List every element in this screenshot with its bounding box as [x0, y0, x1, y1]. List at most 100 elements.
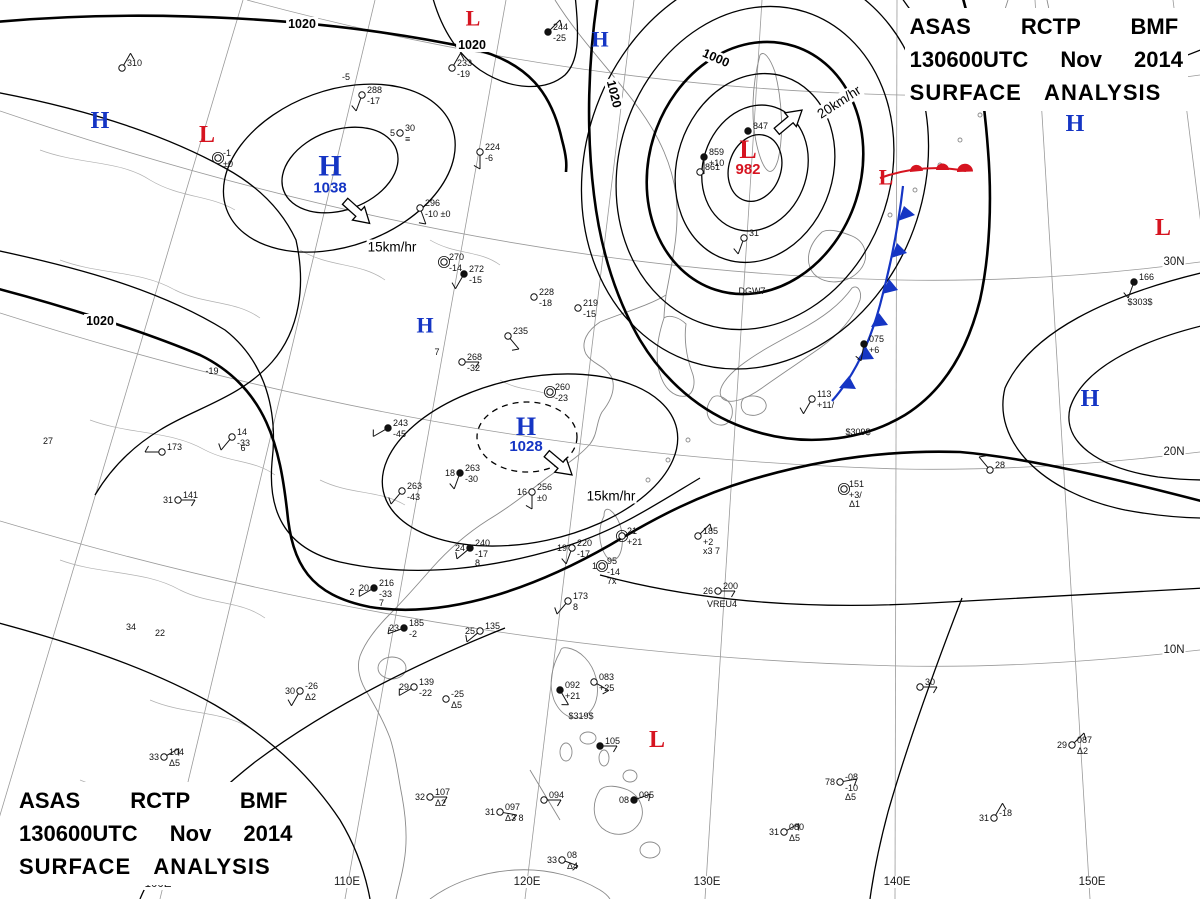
station-plot: 173 — [144, 442, 182, 456]
station-value: 31 — [979, 813, 989, 823]
station-value: 18 — [445, 468, 455, 478]
station-value: 7x — [607, 576, 617, 586]
station-value: -1 — [223, 148, 231, 158]
station-plot: -1±0 — [211, 148, 233, 169]
station-value: -17 — [367, 96, 380, 106]
station-value: 105 — [605, 736, 620, 746]
station-value: 135 — [485, 621, 500, 631]
station-value: Δ5 — [169, 758, 180, 768]
station-value: +21 — [565, 691, 580, 701]
station-value: 78 — [825, 777, 835, 787]
station-plot: 200 26 — [703, 581, 738, 598]
station-value: Δ2 — [1077, 746, 1088, 756]
chart-title-top-right: ASAS RCTP BMF 130600UTC Nov 2014 SURFACE… — [904, 8, 1188, 111]
station-value: -25 — [553, 33, 566, 43]
station-plot: 310 — [118, 53, 142, 72]
station-value: -6 — [485, 153, 493, 163]
station-value: ±0 — [223, 159, 233, 169]
station-value: 228 — [539, 287, 554, 297]
station-plot: 861 — [696, 162, 720, 176]
station-value: +3/ — [849, 490, 862, 500]
station-plot: 135 25 — [465, 621, 500, 643]
station-plot: 31 — [733, 228, 759, 255]
station-value: 20 — [359, 583, 369, 593]
station-value: 16 — [517, 487, 527, 497]
station-value: -14 — [449, 263, 462, 273]
station-value: ±0 — [537, 493, 547, 503]
title-line-2: 130600UTC Nov 2014 — [19, 821, 293, 846]
station-plot: 263 18 -30 — [445, 463, 480, 490]
station-value: 104 — [169, 747, 184, 757]
cold-front — [831, 185, 915, 402]
station-plot: 288-17 — [351, 85, 382, 112]
station-value: 95 — [607, 556, 617, 566]
station-value: Δ4 — [567, 861, 578, 871]
station-value: 216 — [379, 578, 394, 588]
station-value: +11/ — [817, 400, 835, 410]
station-value: 233 — [457, 58, 472, 68]
station-value: 240 — [475, 538, 490, 548]
arrow-icon — [773, 109, 803, 136]
title-line-1: ASAS RCTP BMF — [19, 788, 288, 813]
station-value: 288 — [367, 85, 382, 95]
station-value: 263 — [407, 481, 422, 491]
station-plot: 28 — [978, 455, 1005, 474]
arrow-icon — [341, 197, 371, 225]
station-value: 30 — [925, 677, 935, 687]
title-line-3: SURFACE ANALYSIS — [19, 854, 271, 879]
title-line-3: SURFACE ANALYSIS — [909, 80, 1162, 105]
station-value: 847 — [753, 121, 768, 131]
station-value: Δ2 — [305, 692, 316, 702]
station-value: 14 — [237, 427, 247, 437]
station-plot: 080 31 Δ5 — [769, 822, 804, 843]
station-value: 235 — [513, 326, 528, 336]
station-value: -17 — [577, 549, 590, 559]
station-value: 1 — [592, 561, 597, 571]
station-value: +6 — [869, 345, 879, 355]
station-value: 083 — [599, 672, 614, 682]
station-plot: 087 29 Δ2 — [1057, 732, 1092, 756]
station-value: 166 — [1139, 272, 1154, 282]
station-plot: 268-32 — [458, 352, 482, 373]
station-value: +21 — [627, 537, 642, 547]
station-plot: 104 33 Δ5 — [149, 747, 184, 768]
title-line-2: 130600UTC Nov 2014 — [909, 47, 1183, 72]
station-value: 244 — [553, 22, 568, 32]
station-plot: 14-33 — [218, 427, 250, 451]
station-value: +10 — [709, 158, 724, 168]
station-value: 31 — [163, 495, 173, 505]
station-plot: 185 23 -2 — [387, 618, 424, 639]
station-value: 272 — [469, 264, 484, 274]
station-value: 263 — [465, 463, 480, 473]
station-value: -23 — [555, 393, 568, 403]
station-value: -08 — [845, 772, 858, 782]
station-value: -22 — [419, 688, 432, 698]
station-plot: 08 33 Δ4 — [547, 850, 579, 871]
station-value: 30 — [405, 123, 415, 133]
station-value: -33 — [237, 438, 250, 448]
station-value: 141 — [183, 490, 198, 500]
station-value: 33 — [149, 752, 159, 762]
station-value: Δ5 — [451, 700, 462, 710]
station-value: 260 — [555, 382, 570, 392]
station-value: -25 — [451, 689, 464, 699]
station-value: 28 — [995, 460, 1005, 470]
station-plot: 260-23 — [544, 382, 570, 403]
station-plot: 219-15 — [574, 298, 598, 319]
station-value: 08 — [567, 850, 577, 860]
station-value: 151 — [849, 479, 864, 489]
station-value: -30 — [465, 474, 478, 484]
station-plot: 235 — [504, 326, 528, 351]
station-plot: 185+2x3 7 — [694, 523, 720, 556]
station-plot: 272-15 — [451, 264, 484, 289]
station-value: -18 — [999, 808, 1012, 818]
station-value: Δ1 — [849, 499, 860, 509]
station-value: Δ3 8 — [505, 813, 524, 823]
station-plot: 243-45 — [372, 418, 408, 439]
station-value: 268 — [467, 352, 482, 362]
warm-front — [879, 163, 973, 179]
